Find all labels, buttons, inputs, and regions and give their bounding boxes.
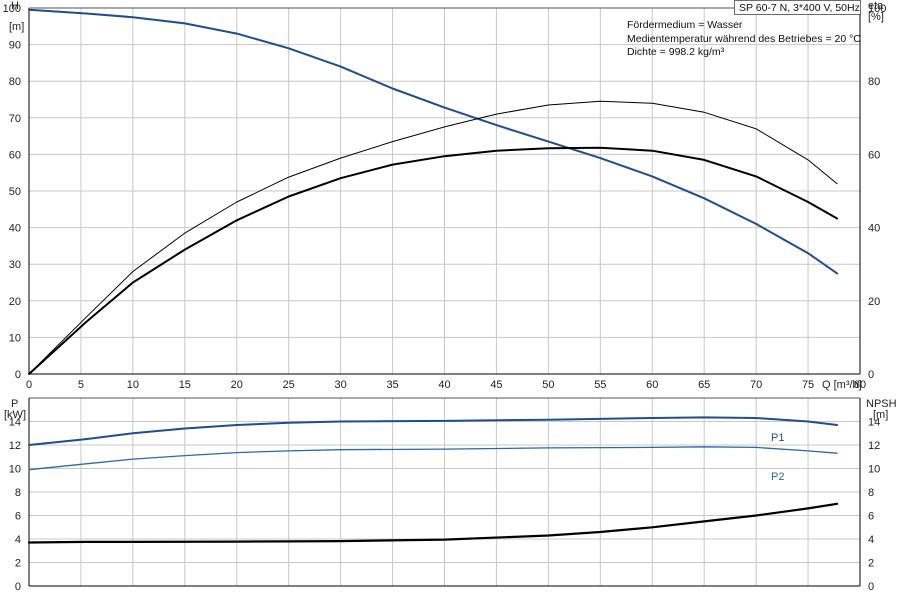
x-tick-label: 5 [78,379,84,391]
tick-labels: 0 5 10 15 20 25 30 35 40 45 50 55 60 65 70 75 8001020304… [3,3,887,593]
left-tick-label: 8 [15,487,21,499]
left-tick-label: 30 [9,259,21,271]
left-tick-label: 70 [9,113,21,125]
right-tick-label: 0 [868,369,874,381]
left-tick-label: 40 [9,223,21,235]
temperature-info: Medientemperatur während des Betriebes =… [627,33,861,45]
grid-lines [29,7,861,586]
left-tick-label: 14 [9,417,21,429]
flow-axis-label: Q [m³/h] [822,379,862,391]
x-tick-label: 50 [542,379,554,391]
power-axis-unit: [kW] [4,409,26,421]
x-tick-label: 80 [854,379,866,391]
p1-series-label: P1 [771,432,784,444]
npsh-curve [27,502,839,544]
x-tick-label: 15 [179,379,191,391]
eta-thin-curve [28,100,838,375]
npsh-axis-unit: [m] [873,409,888,421]
x-tick-label: 10 [127,379,139,391]
right-tick-label: 6 [868,511,874,523]
x-tick-label: 0 [26,379,32,391]
right-tick-label: 8 [868,487,874,499]
pump-model-box: SP 60-7 N, 3*400 V, 50Hz [734,0,861,15]
x-tick-label: 55 [594,379,606,391]
p2-series-label: P2 [771,471,784,483]
left-tick-label: 6 [15,511,21,523]
x-tick-label: 40 [438,379,450,391]
npsh-axis-label: NPSH [866,398,897,410]
left-tick-label: 80 [9,76,21,88]
eta-axis-label: eta [868,0,884,12]
x-tick-label: 45 [490,379,502,391]
power-axis-label: P [11,398,18,410]
right-tick-label: 100 [868,3,886,15]
right-tick-label: 4 [868,534,874,546]
axes [28,7,861,587]
left-tick-label: 20 [9,296,21,308]
p1-curve [28,416,839,446]
right-tick-label: 0 [868,581,874,593]
left-tick-label: 60 [9,149,21,161]
right-tick-label: 10 [868,464,880,476]
x-tick-label: 35 [386,379,398,391]
h-curve [28,8,839,275]
left-tick-label: 12 [9,440,21,452]
left-tick-label: 100 [3,3,21,15]
left-tick-label: 2 [15,558,21,570]
left-tick-label: 50 [9,186,21,198]
x-tick-label: 70 [750,379,762,391]
left-tick-label: 0 [15,581,21,593]
left-tick-label: 90 [9,40,21,52]
p2-curve [28,446,838,471]
x-tick-label: 25 [283,379,295,391]
left-tick-label: 0 [15,369,21,381]
x-tick-label: 30 [335,379,347,391]
eta-curve [28,146,839,375]
x-tick-label: 60 [646,379,658,391]
right-tick-label: 2 [868,558,874,570]
right-tick-label: 80 [868,76,880,88]
left-tick-label: 10 [9,464,21,476]
right-tick-label: 40 [868,223,880,235]
right-tick-label: 12 [868,440,880,452]
left-tick-label: 4 [15,534,21,546]
density-info: Dichte = 998.2 kg/m³ [627,46,725,58]
eta-axis-unit: [%] [868,11,884,23]
right-tick-label: 60 [868,149,880,161]
head-axis-label: H [11,0,19,12]
x-tick-label: 65 [698,379,710,391]
series-lines [27,8,839,544]
x-tick-label: 75 [802,379,814,391]
right-tick-label: 20 [868,296,880,308]
right-tick-label: 14 [868,417,880,429]
medium-info: Fördermedium = Wasser [627,19,743,31]
x-tick-label: 20 [231,379,243,391]
head-axis-unit: [m] [9,21,24,33]
left-tick-label: 10 [9,332,21,344]
